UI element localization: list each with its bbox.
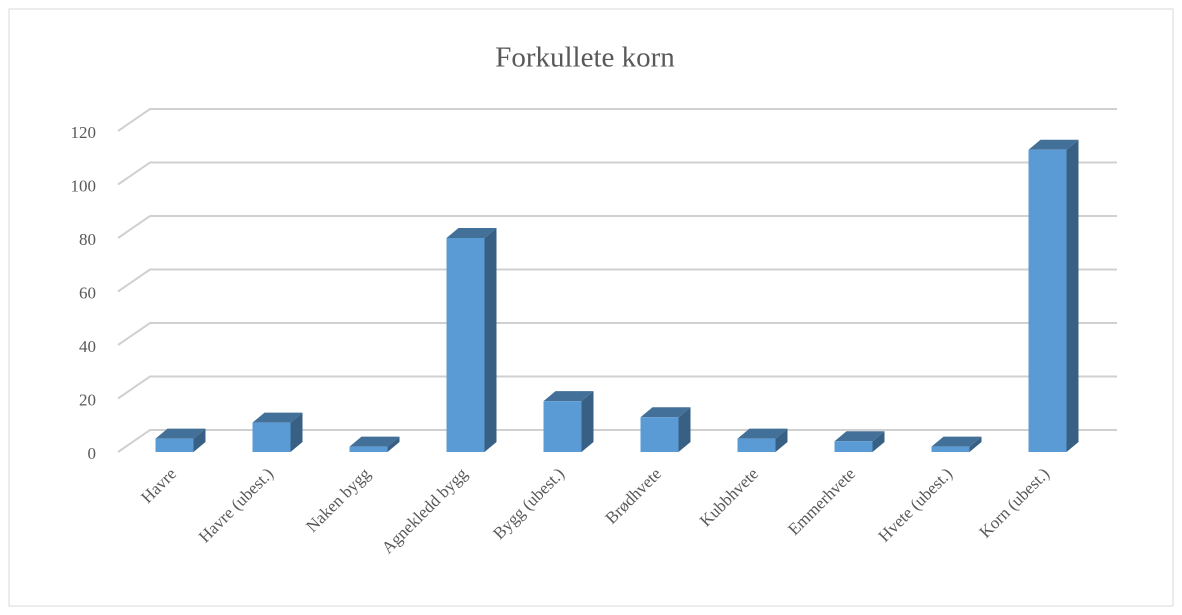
bar [834, 431, 885, 452]
grid-line [117, 161, 1117, 186]
bar-front [834, 441, 873, 452]
y-tick-label: 60 [79, 283, 96, 302]
bar-top [640, 407, 691, 418]
bar [155, 428, 206, 452]
bar-side [193, 428, 206, 452]
bar [543, 391, 594, 452]
bar-front [349, 446, 388, 452]
bar-side [387, 436, 400, 452]
grid-line [117, 108, 1117, 132]
bar-top [446, 228, 497, 238]
y-tick-label: 40 [79, 337, 96, 356]
bar [640, 407, 691, 452]
bar [252, 412, 303, 452]
bar-top [1028, 139, 1079, 150]
bar [1028, 139, 1079, 452]
bar [349, 436, 400, 452]
bar-front [446, 238, 485, 452]
bar-front [931, 446, 970, 452]
grid-line [117, 268, 1117, 293]
bar-side [872, 431, 885, 452]
bar-side [1066, 139, 1079, 452]
bar-front [543, 401, 582, 452]
bar-side [969, 436, 982, 452]
grid-line [117, 322, 1117, 346]
bar-front [252, 422, 291, 452]
bar-front [1028, 149, 1067, 452]
bar [931, 436, 982, 452]
y-tick-label: 0 [88, 444, 97, 463]
bar [737, 428, 788, 452]
y-tick-label: 100 [71, 176, 97, 195]
bar-front [155, 438, 194, 452]
chart-title: Forkullete korn [495, 42, 675, 74]
y-tick-label: 20 [79, 390, 96, 409]
bar-front [640, 417, 679, 452]
bar-side [775, 428, 788, 452]
grid-line [117, 215, 1117, 239]
grid-line [117, 375, 1117, 400]
bar-side [290, 412, 303, 452]
y-tick-label: 120 [71, 123, 97, 142]
y-tick-label: 80 [79, 230, 96, 249]
bar-front [737, 438, 776, 452]
bar-top [543, 391, 594, 402]
bar-top [737, 428, 788, 439]
bar-top [931, 436, 982, 447]
bar-top [155, 428, 206, 439]
bar-side [581, 391, 594, 452]
bar-top [834, 431, 885, 442]
bar-top [349, 436, 400, 447]
grid-line [117, 429, 1117, 453]
bar-side [484, 228, 497, 452]
bar-top [252, 412, 303, 423]
bar-side [678, 407, 691, 452]
bar [446, 228, 497, 452]
